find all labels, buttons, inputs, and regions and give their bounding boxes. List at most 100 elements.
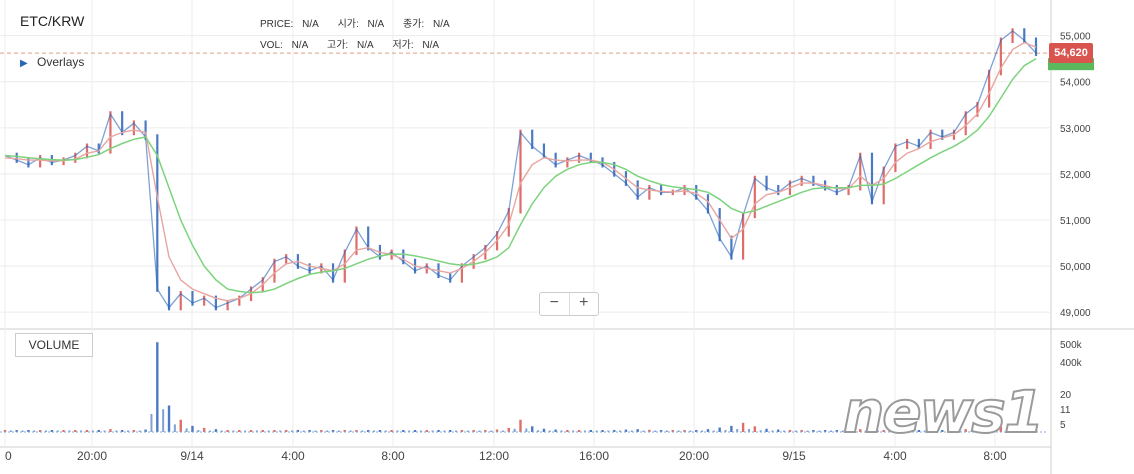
volume-bar <box>127 430 130 432</box>
volume-bar <box>308 430 311 432</box>
volume-bar <box>478 430 481 432</box>
volume-tick-label: 11 <box>1060 405 1071 416</box>
volume-bar <box>355 430 358 432</box>
volume-bar <box>343 429 346 432</box>
volume-bar <box>665 430 668 432</box>
volume-bar <box>425 430 428 432</box>
volume-bar <box>144 429 147 432</box>
volume-bar <box>255 430 258 432</box>
y-tick-label: 52,000 <box>1060 170 1091 181</box>
price-value: N/A <box>302 19 319 30</box>
volume-bar <box>835 430 839 432</box>
volume-bar <box>337 430 340 432</box>
volume-bar <box>894 429 897 432</box>
price-label: PRICE: <box>260 19 294 30</box>
volume-bar <box>507 427 510 432</box>
volume-bar <box>636 429 639 432</box>
volume-label: VOLUME <box>15 333 93 357</box>
volume-bar <box>232 430 235 432</box>
volume-bar <box>490 430 493 432</box>
short-moving-average-line <box>4 41 1037 302</box>
volume-bar <box>806 430 809 432</box>
volume-bar <box>771 430 774 432</box>
volume-bar <box>38 430 42 432</box>
volume-bar <box>689 430 692 432</box>
volume-bar <box>9 430 12 432</box>
x-tick-label: 16:00 <box>579 449 609 463</box>
volume-bar <box>595 430 598 432</box>
volume-bar <box>249 430 253 432</box>
volume-bar <box>870 429 874 432</box>
volume-bar <box>85 430 89 432</box>
volume-bar <box>800 430 803 432</box>
volume-bar <box>619 430 622 432</box>
volume-bar <box>577 430 581 432</box>
volume-bar <box>712 430 715 432</box>
volume-bar <box>197 430 200 432</box>
volume-tick-label: 400k <box>1060 358 1083 369</box>
volume-bar <box>15 430 18 432</box>
volume-bar <box>677 430 680 432</box>
volume-bar <box>68 430 71 432</box>
y-tick-label: 49,000 <box>1060 308 1091 319</box>
volume-bar <box>501 430 504 432</box>
volume-bar <box>683 430 686 432</box>
volume-bar <box>718 427 721 432</box>
x-tick-label: 0 <box>5 449 12 463</box>
volume-bar <box>1005 429 1008 432</box>
volume-bar <box>495 429 499 432</box>
volume-bar <box>753 426 757 432</box>
volume-bar <box>999 426 1003 432</box>
overlays-label: Overlays <box>37 55 85 69</box>
volume-bar <box>1023 427 1026 432</box>
zoom-out-button[interactable]: − <box>540 293 570 315</box>
volume-bar <box>993 430 996 432</box>
volume-bar <box>384 430 387 432</box>
volume-bar <box>823 430 827 432</box>
volume-bar <box>74 430 77 432</box>
volume-bar <box>560 430 563 432</box>
volume-bar <box>132 430 136 432</box>
volume-bar <box>431 430 434 432</box>
current-price-tag: 54,620 <box>1049 43 1093 64</box>
volume-bar <box>865 430 868 432</box>
volume-bar <box>583 430 586 432</box>
volume-bar <box>905 429 909 432</box>
volume-bar <box>449 430 452 432</box>
volume-bar <box>970 430 973 432</box>
x-tick-label: 12:00 <box>479 449 509 463</box>
volume-bar <box>314 430 317 432</box>
volume-tick-label: 5 <box>1060 420 1066 431</box>
vol-label: VOL: <box>260 40 283 51</box>
volume-bar <box>179 419 182 432</box>
volume-bar <box>613 429 616 432</box>
x-tick-label: 4:00 <box>883 449 907 463</box>
overlays-toggle[interactable]: ▶ Overlays <box>20 55 84 69</box>
volume-bar <box>941 429 944 432</box>
volume-bar <box>484 429 487 432</box>
volume-bar <box>284 430 288 432</box>
volume-bar <box>156 342 159 432</box>
volume-bar <box>33 430 36 432</box>
volume-bar <box>220 430 223 432</box>
volume-bar <box>21 430 24 432</box>
close-value: N/A <box>432 19 450 30</box>
open-value: N/A <box>367 19 385 30</box>
volume-bar <box>27 430 30 432</box>
long-moving-average-line <box>4 58 1037 294</box>
low-label: 저가: <box>392 40 414 51</box>
volume-bar <box>929 430 932 432</box>
volume-bar <box>320 430 323 432</box>
volume-bar <box>50 430 54 432</box>
volume-bar <box>935 430 938 432</box>
zoom-in-button[interactable]: + <box>579 294 589 311</box>
volume-bar <box>349 430 352 432</box>
volume-bar <box>1011 425 1014 432</box>
volume-bar <box>244 430 247 432</box>
volume-bar <box>900 430 903 432</box>
volume-bar <box>783 430 786 432</box>
volume-bar <box>120 430 124 432</box>
volume-bar <box>952 429 956 432</box>
